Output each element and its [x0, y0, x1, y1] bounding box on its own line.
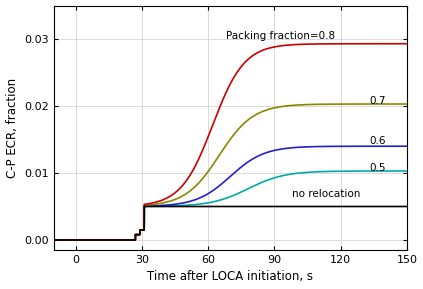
Text: 0.7: 0.7	[369, 96, 386, 106]
Text: 0.5: 0.5	[369, 163, 386, 173]
X-axis label: Time after LOCA initiation, s: Time after LOCA initiation, s	[147, 271, 313, 284]
Y-axis label: C-P ECR, fraction: C-P ECR, fraction	[5, 78, 19, 178]
Text: no relocation: no relocation	[292, 189, 360, 199]
Text: 0.6: 0.6	[369, 136, 386, 146]
Text: Packing fraction=0.8: Packing fraction=0.8	[226, 31, 335, 41]
